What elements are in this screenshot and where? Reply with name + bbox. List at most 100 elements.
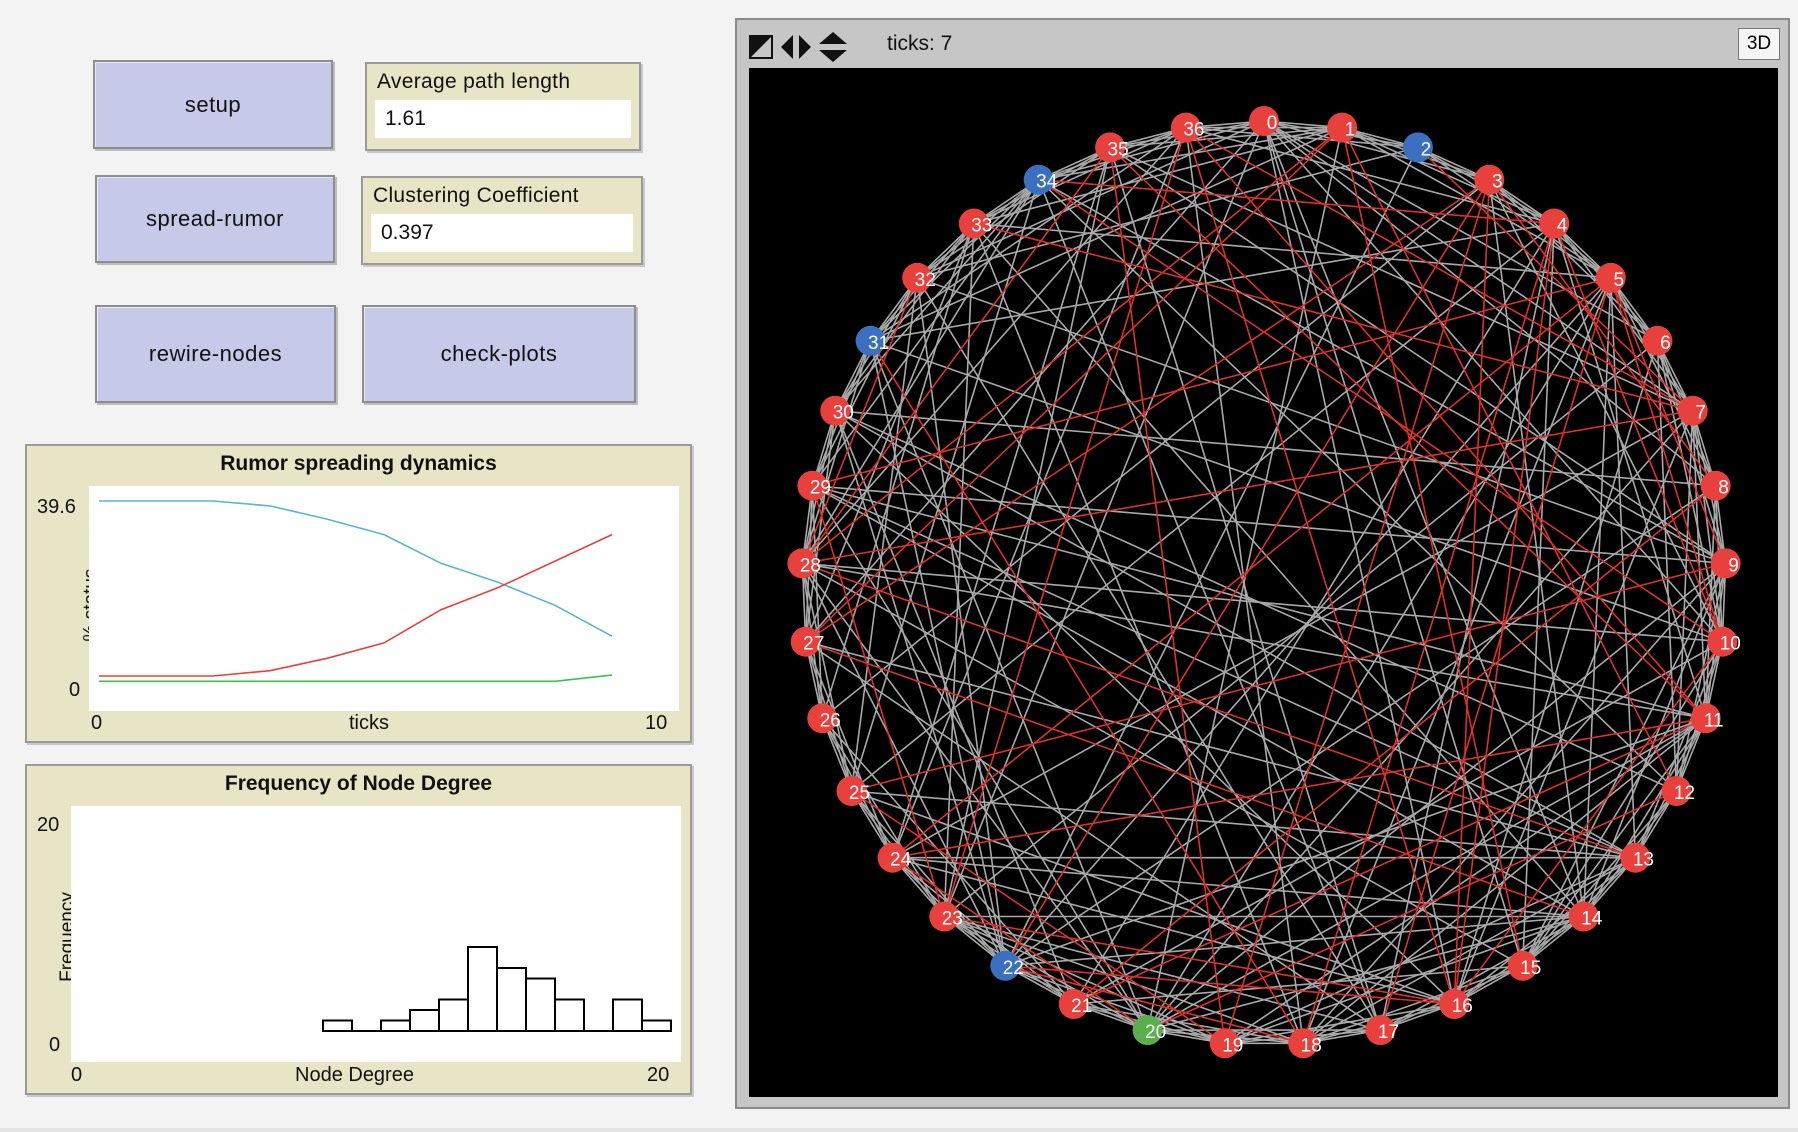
network-node-12[interactable]: 12 [1661,776,1696,806]
node-circle [1209,1028,1240,1059]
node-label: 6 [1660,333,1671,354]
node-circle [855,325,886,356]
node-label: 33 [971,216,992,237]
horizontal-resize-icon[interactable] [781,35,811,59]
network-node-11[interactable]: 11 [1690,703,1724,734]
network-edge [1005,965,1304,1045]
network-edge [1005,965,1455,1005]
network-node-33[interactable]: 33 [958,208,993,239]
network-node-10[interactable]: 10 [1707,626,1741,657]
network-node-23[interactable]: 23 [929,901,963,932]
network-node-4[interactable]: 4 [1539,208,1570,239]
network-edge [801,277,918,564]
network-node-21[interactable]: 21 [1058,989,1093,1019]
network-edge [811,485,946,917]
y-min-label: 0 [69,679,81,701]
network-node-31[interactable]: 31 [855,325,890,356]
node-circle [958,208,989,239]
network-node-1[interactable]: 1 [1327,112,1358,143]
network-edge [805,127,1343,643]
node-circle [1690,703,1721,734]
network-node-7[interactable]: 7 [1677,395,1708,426]
network-node-35[interactable]: 35 [1095,132,1129,163]
network-edge [1004,277,1612,967]
rewire-nodes-button[interactable]: rewire-nodes [95,305,336,403]
network-node-36[interactable]: 36 [1170,112,1205,143]
network-node-13[interactable]: 13 [1620,842,1654,873]
network-node-19[interactable]: 19 [1209,1028,1244,1059]
network-node-18[interactable]: 18 [1288,1028,1322,1059]
network-node-14[interactable]: 14 [1568,901,1603,932]
network-node-16[interactable]: 16 [1439,989,1473,1019]
network-node-8[interactable]: 8 [1700,470,1731,501]
network-node-26[interactable]: 26 [807,703,841,734]
node-circle [1439,989,1470,1019]
network-node-9[interactable]: 9 [1710,548,1741,579]
network-node-27[interactable]: 27 [790,626,825,657]
network-node-0[interactable]: 0 [1249,106,1279,136]
network-edge [805,640,1636,859]
node-circle [807,703,838,734]
node-circle [1710,548,1741,579]
rumor-spreading-plot: Rumor spreading dynamics 39.6 0 % status… [25,444,692,743]
node-label: 36 [1183,120,1204,141]
network-node-5[interactable]: 5 [1595,262,1626,293]
plot-title: Frequency of Node Degree [224,772,493,795]
network-node-34[interactable]: 34 [1023,164,1058,195]
vertical-resize-icon[interactable] [819,32,847,62]
series-line-0 [99,500,613,637]
histogram-bar [467,946,498,1032]
network-edge [1038,179,1726,565]
node-circle [1249,106,1279,136]
network-edge [834,409,1677,792]
network-edge [1263,120,1658,342]
network-edge [805,641,1381,1031]
node-label: 2 [1421,139,1432,160]
node-label: 16 [1452,996,1473,1017]
network-edge [851,790,1226,1044]
spread-rumor-button[interactable]: spread-rumor [95,175,335,263]
node-label: 29 [810,478,831,499]
node-circle [1474,164,1505,195]
network-node-25[interactable]: 25 [836,776,871,806]
node-circle [1642,325,1673,356]
network-edge [1610,277,1724,642]
network-edge [1263,120,1694,412]
node-circle [1095,132,1126,163]
network-node-15[interactable]: 15 [1507,950,1542,981]
network-node-3[interactable]: 3 [1474,164,1505,195]
window-bottom-edge [0,1128,1798,1132]
node-label: 23 [942,909,963,930]
network-node-22[interactable]: 22 [990,950,1024,981]
network-node-24[interactable]: 24 [877,842,912,873]
network-node-2[interactable]: 2 [1402,132,1433,163]
node-circle [1539,208,1570,239]
network-edge [973,222,1693,412]
average-path-length-monitor: Average path length 1.61 [365,62,641,151]
monitor-value: 0.397 [371,214,633,252]
monitor-value: 1.61 [375,100,631,138]
network-node-32[interactable]: 32 [902,262,936,293]
node-label: 0 [1267,113,1278,134]
network-edge [916,277,1007,966]
network-edge [834,179,1040,412]
network-edge [1610,277,1727,564]
network-node-17[interactable]: 17 [1365,1015,1399,1046]
network-edge [851,790,1455,1005]
3d-view-button[interactable]: 3D [1738,28,1780,60]
setup-button[interactable]: setup [93,60,333,149]
fullscreen-icon[interactable] [749,35,773,59]
network-edge [804,223,975,642]
network-node-30[interactable]: 30 [820,395,854,426]
network-node-28[interactable]: 28 [787,548,821,579]
network-node-6[interactable]: 6 [1642,325,1673,356]
node-circle [787,548,818,579]
network-edge [1553,223,1724,642]
network-edge [801,563,1007,967]
network-edge [869,340,1304,1044]
check-plots-button[interactable]: check-plots [362,305,636,403]
network-canvas: 0 123456789101112131415161718192021222324… [749,68,1778,1097]
network-node-29[interactable]: 29 [797,470,831,501]
network-edge [1147,790,1677,1031]
network-node-20[interactable]: 20 [1132,1015,1167,1046]
